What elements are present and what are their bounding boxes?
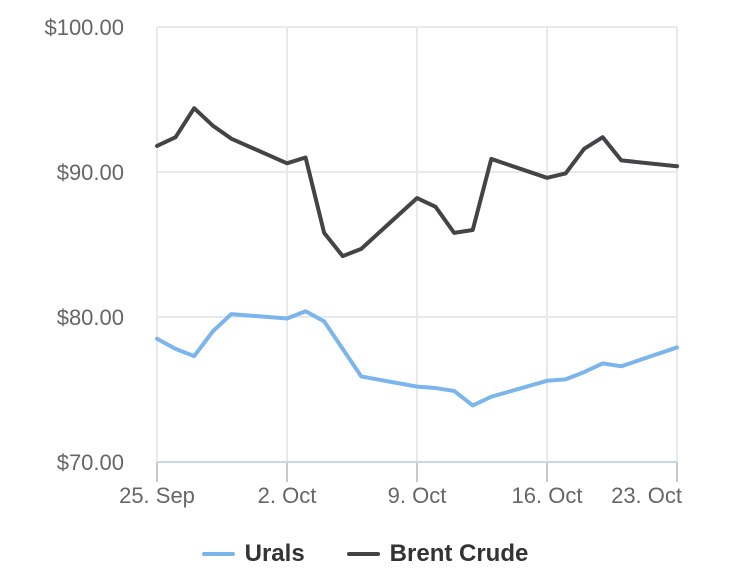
- urals-series-line[interactable]: [155, 309, 679, 408]
- chart-plot-area: $70.00 $80.00 $90.00 $100.00 25. Sep 2. Oct 9.…: [44, 15, 682, 508]
- brent-crude-legend-label: Brent Crude: [389, 540, 529, 567]
- urals-line-swatch: [201, 552, 235, 556]
- x-axis-label: 2. Oct: [258, 483, 317, 508]
- x-axis-label: 16. Oct: [512, 483, 583, 508]
- legend-item-brent-crude[interactable]: Brent Crude: [346, 540, 529, 568]
- legend-item-urals[interactable]: Urals: [201, 540, 305, 568]
- x-axis-label: 9. Oct: [388, 483, 447, 508]
- x-axis-label: 23. Oct: [611, 483, 682, 508]
- brent-crude-line-swatch: [346, 552, 380, 556]
- y-axis-label: $70.00: [57, 450, 124, 475]
- x-axis-label: 25. Sep: [119, 483, 195, 508]
- y-axis-label: $80.00: [57, 305, 124, 330]
- y-axis-label: $100.00: [44, 15, 124, 40]
- urals-legend-label: Urals: [244, 540, 305, 567]
- y-axis-label: $90.00: [57, 160, 124, 185]
- chart-legend: Urals Brent Crude: [0, 540, 730, 568]
- brent-crude-series-line[interactable]: [155, 106, 679, 259]
